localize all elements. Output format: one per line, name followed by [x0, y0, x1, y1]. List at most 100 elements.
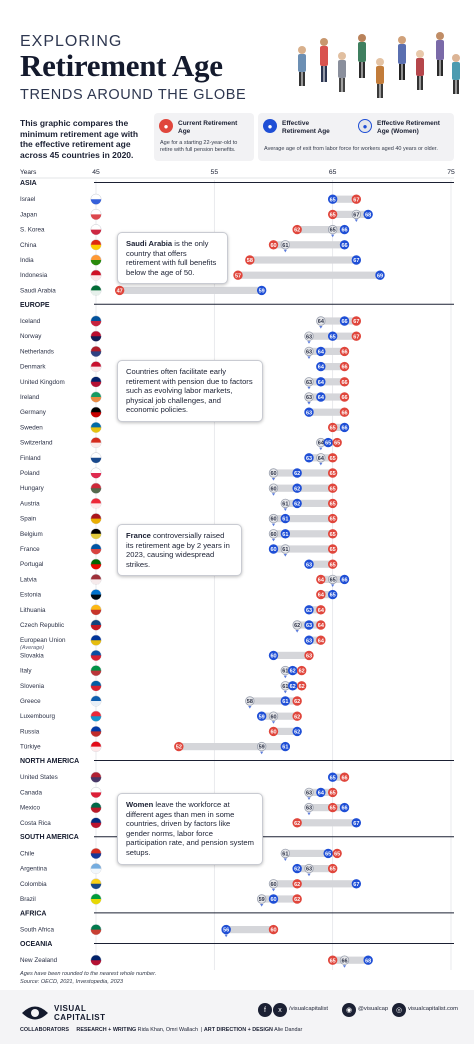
country-row: Russia: [20, 725, 298, 737]
range-bar: [273, 545, 333, 553]
effective-age-dot-label: 63: [306, 562, 312, 568]
women-age-pointer: [307, 873, 311, 877]
women-age-dot-label: 61: [282, 684, 288, 690]
legend-effective-title: Effective Retirement Age: [282, 120, 330, 135]
women-age-pointer: [224, 934, 228, 938]
costa-rica-flag: [90, 817, 102, 829]
effective-age-dot-label: 63: [306, 608, 312, 614]
women-age-pointer: [283, 249, 287, 253]
country-row: Spain: [20, 513, 333, 527]
country-row: Sweden: [20, 421, 345, 433]
effective-age-dot: [316, 346, 326, 357]
current-age-dot: [174, 741, 184, 752]
chile-flag-band: [90, 853, 102, 859]
new-zealand-flag-band: [90, 960, 102, 966]
legend-women-title: Effective Retirement Age (Women): [377, 120, 440, 135]
women-age-pointer: [295, 630, 299, 633]
range-bar: [320, 317, 357, 325]
effective-age-dot: [339, 422, 350, 433]
women-age-dot: [268, 468, 279, 478]
women-age-pointer: [307, 812, 311, 816]
current-age-dot: [292, 711, 302, 721]
facebook-icon[interactable]: f: [258, 1003, 272, 1017]
current-age-dot: [296, 681, 307, 691]
women-age-pointer: [260, 904, 264, 907]
current-age-dot-label: 65: [330, 426, 336, 432]
current-age-dot-label: 65: [330, 547, 336, 553]
current-age-dot: [292, 818, 302, 828]
country-row: Austria: [20, 497, 333, 511]
effective-age-dot-label: 66: [341, 806, 347, 812]
header-kicker: EXPLORING: [20, 33, 123, 50]
women-age-pointer: [283, 858, 287, 861]
range-bar: [309, 393, 345, 401]
women-age-dot-label: 61: [282, 547, 288, 553]
luxembourg-flag-band: [90, 716, 102, 722]
current-age-dot: [339, 377, 350, 387]
women-age-pointer: [283, 508, 287, 511]
current-age-dot-label: 62: [294, 699, 300, 705]
spain-flag-band: [90, 518, 102, 524]
women-age-dot: [327, 224, 338, 235]
current-age-dot-label: 65: [330, 532, 336, 538]
effective-age-dot-label: 64: [318, 365, 325, 371]
germany-flag-band: [90, 412, 102, 418]
country-row: United Kingdom: [20, 376, 345, 390]
women-age-pointer: [342, 965, 347, 968]
women-age-dot-label: 59: [259, 745, 265, 751]
women-age-pointer: [319, 326, 323, 329]
poland-flag: [90, 467, 102, 479]
website-link[interactable]: visualcapitalist.com: [408, 1006, 458, 1012]
callout-women: Women leave the workforce at different a…: [117, 793, 263, 865]
range-bar: [273, 515, 333, 523]
range-bar: [178, 743, 286, 751]
social-handle-2[interactable]: @visualcap: [358, 1006, 389, 1012]
country-label: Slovenia: [20, 683, 45, 690]
page-subtitle: TRENDS AROUND THE GLOBE: [20, 87, 247, 103]
country-row: Israel: [20, 193, 357, 205]
country-row: Ireland: [20, 391, 345, 405]
country-label: Costa Rica: [20, 820, 51, 827]
country-label: Greece: [20, 698, 41, 705]
current-age-dot-label: 65: [330, 471, 336, 477]
country-label: Estonia: [20, 592, 42, 599]
women-age-icon: ●: [358, 119, 372, 133]
effective-age-dot-label: 65: [330, 334, 336, 340]
effective-age-dot: [327, 589, 338, 600]
current-age-dot: [268, 924, 279, 935]
social-handle-1[interactable]: /visualcapitalist: [289, 1006, 328, 1012]
effective-age-dot: [280, 529, 291, 539]
instagram-icon[interactable]: ◉: [342, 1003, 356, 1017]
range-bar: [332, 210, 369, 218]
range-bar: [309, 347, 345, 355]
globe-icon[interactable]: ◎: [392, 1003, 406, 1017]
effective-age-dot-label: 66: [341, 243, 347, 249]
women-age-dot-label: 63: [306, 350, 312, 356]
current-age-dot: [339, 392, 350, 402]
country-label: Latvia: [20, 576, 37, 583]
effective-age-dot-label: 60: [270, 897, 276, 903]
women-age-pointer: [331, 584, 335, 587]
estonia-flag: [90, 589, 102, 601]
south-korea-flag: [90, 224, 102, 236]
slovakia-flag-band: [90, 655, 102, 661]
current-age-dot-label: 65: [330, 958, 336, 964]
indonesia-flag: [90, 269, 102, 281]
country-row: European Union(Average): [20, 634, 321, 651]
current-age-dot-label: 63: [306, 654, 312, 660]
effective-age-dot-label: 64: [318, 350, 325, 356]
women-age-dot: [316, 316, 326, 326]
twitter-x-icon[interactable]: x: [273, 1003, 287, 1017]
latvia-flag: [90, 573, 102, 585]
women-age-dot: [316, 453, 326, 463]
hungary-flag-band: [90, 488, 102, 494]
country-label: South Africa: [20, 927, 54, 934]
range-bar: [309, 408, 345, 416]
effective-age-dot-label: 63: [306, 410, 312, 416]
france-flag-band: [90, 549, 102, 555]
colombia-flag: [90, 878, 102, 890]
turkiye-flag: [90, 741, 102, 753]
country-row: United States: [20, 771, 345, 783]
women-age-pointer: [307, 356, 311, 359]
